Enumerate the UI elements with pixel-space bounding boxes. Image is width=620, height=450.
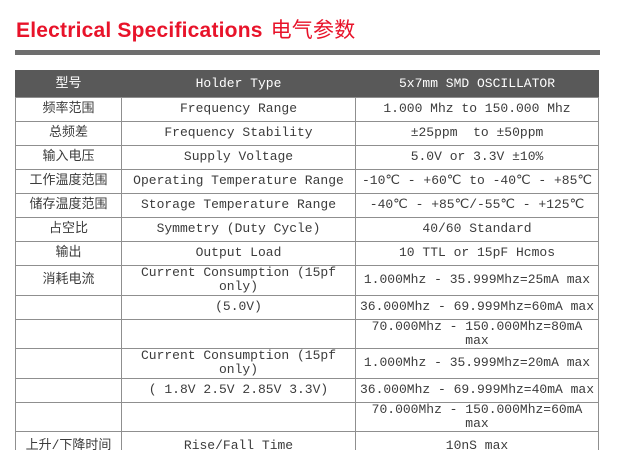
cell-holder: Rise/Fall Time (121, 431, 356, 450)
cell-holder: Storage Temperature Range (121, 193, 356, 218)
cell-holder: (5.0V) (121, 294, 356, 320)
cell-model (15, 401, 122, 433)
cell-spec: 1.000 Mhz to 150.000 Mhz (355, 97, 599, 122)
cell-spec: 10nS max (355, 431, 599, 450)
table-row: Current Consumption (15pf only) 1.000Mhz… (15, 348, 599, 379)
cell-spec: 36.000Mhz - 69.999Mhz=40mA max (355, 377, 599, 403)
cell-spec: 5.0V or 3.3V ±10% (355, 145, 599, 170)
table-row: 总频差 Frequency Stability ±25ppm to ±50ppm (15, 121, 599, 146)
cell-spec: 40/60 Standard (355, 217, 599, 242)
table-row: 储存温度范围 Storage Temperature Range -40℃ - … (15, 193, 599, 218)
cell-holder: Operating Temperature Range (121, 169, 356, 194)
cell-model: 消耗电流 (15, 265, 122, 296)
table-row: 输入电压 Supply Voltage 5.0V or 3.3V ±10% (15, 145, 599, 170)
cell-model: 频率范围 (15, 97, 122, 122)
column-header-oscillator: 5x7mm SMD OSCILLATOR (355, 70, 599, 98)
cell-spec: 70.000Mhz - 150.000Mhz=60mA max (355, 401, 599, 433)
cell-spec: 1.000Mhz - 35.999Mhz=20mA max (355, 348, 599, 379)
cell-model (15, 377, 122, 403)
column-header-holder-type: Holder Type (121, 70, 356, 98)
cell-holder: ( 1.8V 2.5V 2.85V 3.3V) (121, 377, 356, 403)
cell-spec: -10℃ - +60℃ to -40℃ - +85℃ (355, 169, 599, 194)
page-title-english: Electrical Specifications (16, 19, 263, 42)
cell-holder: Symmetry (Duty Cycle) (121, 217, 356, 242)
table-header-row: 型号 Holder Type 5x7mm SMD OSCILLATOR (15, 70, 599, 98)
table-row: 工作温度范围 Operating Temperature Range -10℃ … (15, 169, 599, 194)
table-row: 占空比 Symmetry (Duty Cycle) 40/60 Standard (15, 217, 599, 242)
table-row: ( 1.8V 2.5V 2.85V 3.3V) 36.000Mhz - 69.9… (15, 377, 599, 403)
cell-spec: 36.000Mhz - 69.999Mhz=60mA max (355, 294, 599, 320)
cell-model: 输入电压 (15, 145, 122, 170)
cell-spec: 10 TTL or 15pF Hcmos (355, 241, 599, 266)
table-row: 频率范围 Frequency Range 1.000 Mhz to 150.00… (15, 97, 599, 122)
cell-holder (121, 318, 356, 350)
cell-model (15, 294, 122, 320)
cell-spec: 70.000Mhz - 150.000Mhz=80mA max (355, 318, 599, 350)
cell-holder: Output Load (121, 241, 356, 266)
table-row: 70.000Mhz - 150.000Mhz=60mA max (15, 401, 599, 433)
title-underline (15, 50, 600, 55)
table-row: 70.000Mhz - 150.000Mhz=80mA max (15, 318, 599, 350)
cell-spec: ±25ppm to ±50ppm (355, 121, 599, 146)
cell-spec: 1.000Mhz - 35.999Mhz=25mA max (355, 265, 599, 296)
table-row: (5.0V) 36.000Mhz - 69.999Mhz=60mA max (15, 294, 599, 320)
cell-holder: Current Consumption (15pf only) (121, 265, 356, 296)
column-header-model: 型号 (15, 70, 122, 98)
cell-model (15, 318, 122, 350)
cell-holder: Current Consumption (15pf only) (121, 348, 356, 379)
table-row: 消耗电流 Current Consumption (15pf only) 1.0… (15, 265, 599, 296)
cell-holder: Supply Voltage (121, 145, 356, 170)
cell-model: 输出 (15, 241, 122, 266)
cell-spec: -40℃ - +85℃/-55℃ - +125℃ (355, 193, 599, 218)
table-row: 上升/下降时间 Rise/Fall Time 10nS max (15, 431, 599, 450)
cell-model (15, 348, 122, 379)
page-title: Electrical Specifications 电气参数 (16, 14, 620, 44)
page-title-chinese: 电气参数 (270, 18, 356, 42)
cell-holder (121, 401, 356, 433)
cell-model: 上升/下降时间 (15, 431, 122, 450)
cell-holder: Frequency Stability (121, 121, 356, 146)
cell-model: 储存温度范围 (15, 193, 122, 218)
cell-holder: Frequency Range (121, 97, 356, 122)
cell-model: 工作温度范围 (15, 169, 122, 194)
cell-model: 总频差 (15, 121, 122, 146)
table-row: 输出 Output Load 10 TTL or 15pF Hcmos (15, 241, 599, 266)
electrical-specifications-table: 型号 Holder Type 5x7mm SMD OSCILLATOR 频率范围… (15, 70, 599, 450)
cell-model: 占空比 (15, 217, 122, 242)
